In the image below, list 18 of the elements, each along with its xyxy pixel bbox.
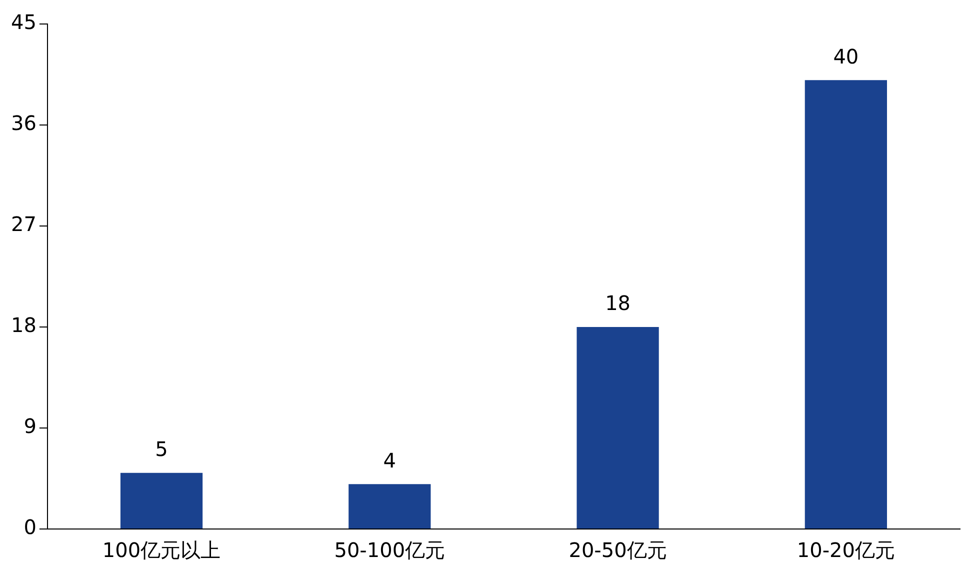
x-tick-label: 100亿元以上	[102, 538, 221, 562]
bar	[348, 484, 431, 528]
bar	[804, 80, 887, 528]
y-tick-label: 45	[10, 10, 36, 34]
y-tick-label: 9	[24, 414, 36, 438]
x-tick-label: 10-20亿元	[796, 538, 895, 562]
data-label: 40	[833, 44, 859, 68]
y-tick-label: 0	[24, 515, 36, 540]
y-tick-label: 27	[10, 212, 36, 236]
x-tick-label: 50-100亿元	[334, 538, 446, 562]
x-tick-label: 20-50亿元	[568, 538, 667, 562]
y-tick-label: 36	[10, 111, 36, 136]
bar	[576, 327, 659, 528]
bar	[120, 472, 203, 528]
y-tick-label: 18	[10, 313, 36, 338]
data-label: 18	[605, 291, 631, 316]
data-label: 5	[155, 437, 168, 462]
data-label: 4	[383, 448, 396, 472]
